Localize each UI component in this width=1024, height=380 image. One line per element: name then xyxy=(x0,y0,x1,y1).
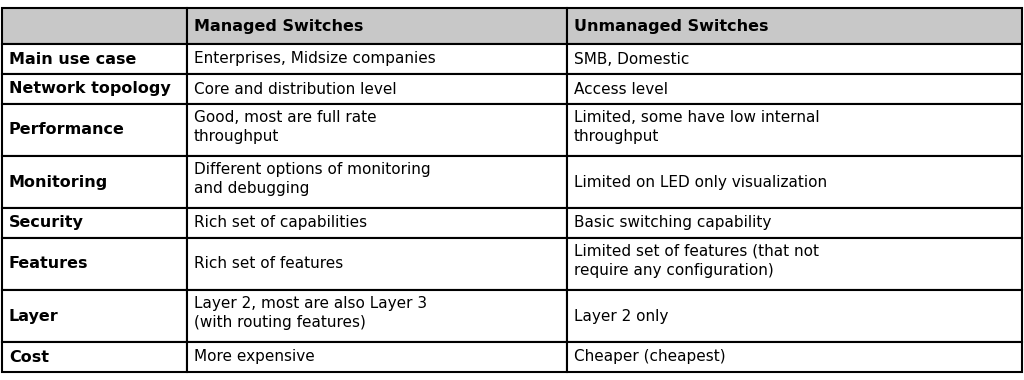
Bar xyxy=(567,8,1022,44)
Text: Access level: Access level xyxy=(574,81,668,97)
Text: Features: Features xyxy=(9,256,88,271)
Text: Layer: Layer xyxy=(9,309,58,323)
Bar xyxy=(567,104,1022,156)
Text: Limited on LED only visualization: Limited on LED only visualization xyxy=(574,174,827,190)
Bar xyxy=(2,290,187,342)
Bar xyxy=(567,44,1022,74)
Bar xyxy=(2,208,187,238)
Text: Basic switching capability: Basic switching capability xyxy=(574,215,771,231)
Bar xyxy=(567,342,1022,372)
Bar xyxy=(567,74,1022,104)
Text: Network topology: Network topology xyxy=(9,81,171,97)
Bar xyxy=(187,208,567,238)
Text: Core and distribution level: Core and distribution level xyxy=(194,81,396,97)
Text: Unmanaged Switches: Unmanaged Switches xyxy=(574,19,768,33)
Text: Main use case: Main use case xyxy=(9,52,136,66)
Text: SMB, Domestic: SMB, Domestic xyxy=(574,52,689,66)
Text: Different options of monitoring
and debugging: Different options of monitoring and debu… xyxy=(194,162,431,196)
Bar xyxy=(2,104,187,156)
Text: Layer 2 only: Layer 2 only xyxy=(574,309,669,323)
Bar xyxy=(187,74,567,104)
Bar xyxy=(187,238,567,290)
Text: Good, most are full rate
throughput: Good, most are full rate throughput xyxy=(194,110,377,144)
Bar xyxy=(2,156,187,208)
Text: Cost: Cost xyxy=(9,350,49,364)
Text: Limited set of features (that not
require any configuration): Limited set of features (that not requir… xyxy=(574,244,819,278)
Text: Enterprises, Midsize companies: Enterprises, Midsize companies xyxy=(194,52,436,66)
Bar xyxy=(2,342,187,372)
Text: Rich set of features: Rich set of features xyxy=(194,256,343,271)
Bar xyxy=(187,342,567,372)
Bar xyxy=(567,208,1022,238)
Text: Layer 2, most are also Layer 3
(with routing features): Layer 2, most are also Layer 3 (with rou… xyxy=(194,296,427,330)
Text: Cheaper (cheapest): Cheaper (cheapest) xyxy=(574,350,726,364)
Bar xyxy=(187,44,567,74)
Bar xyxy=(2,44,187,74)
Bar xyxy=(2,8,187,44)
Text: Rich set of capabilities: Rich set of capabilities xyxy=(194,215,368,231)
Text: Security: Security xyxy=(9,215,84,231)
Text: Limited, some have low internal
throughput: Limited, some have low internal throughp… xyxy=(574,110,819,144)
Bar xyxy=(2,74,187,104)
Bar xyxy=(567,290,1022,342)
Bar xyxy=(2,238,187,290)
Bar xyxy=(187,156,567,208)
Bar xyxy=(187,104,567,156)
Bar xyxy=(187,290,567,342)
Text: Monitoring: Monitoring xyxy=(9,174,109,190)
Bar xyxy=(187,8,567,44)
Bar xyxy=(567,156,1022,208)
Text: Performance: Performance xyxy=(9,122,125,138)
Text: More expensive: More expensive xyxy=(194,350,314,364)
Text: Managed Switches: Managed Switches xyxy=(194,19,364,33)
Bar xyxy=(567,238,1022,290)
